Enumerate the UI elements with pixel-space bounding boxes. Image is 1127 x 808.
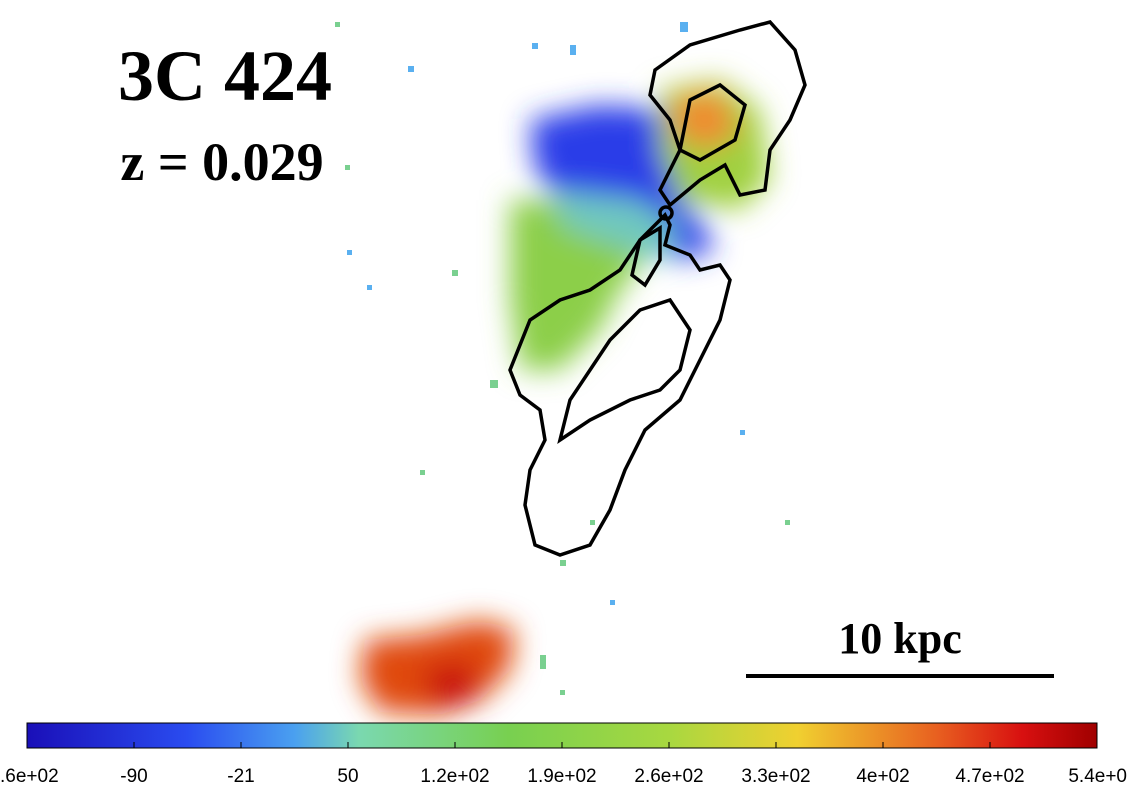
- colorbar-tick-label: 1.2e+02: [420, 766, 489, 787]
- contours: [508, 20, 807, 557]
- colorbar-ticks: .6e+02 -90 -21 50 1.2e+02 1.9e+02 2.6e+02 3.3e+…: [0, 742, 1127, 787]
- colorbar-tick-label: -21: [227, 766, 254, 787]
- colorbar-tick-label: 1.9e+02: [527, 766, 596, 787]
- colorbar-tick-label: .6e+02: [0, 766, 59, 787]
- colorbar-tick-label: 50: [337, 766, 358, 787]
- colorbar-tick-label: -90: [120, 766, 147, 787]
- redshift: z = 0.029: [120, 132, 323, 192]
- colorbar-tick-label: 3.3e+02: [741, 766, 810, 787]
- colorbar-tick-label: 4.7e+02: [955, 766, 1024, 787]
- scale-bar-label: 10 kpc: [838, 614, 961, 663]
- colorbar-tick-label: 4e+02: [856, 766, 909, 787]
- title: 3C 424: [118, 36, 332, 116]
- colorbar-tick-label: 2.6e+02: [634, 766, 703, 787]
- colorbar-tick-label: 5.4e+0: [1068, 766, 1127, 787]
- velocity-map: [335, 22, 790, 715]
